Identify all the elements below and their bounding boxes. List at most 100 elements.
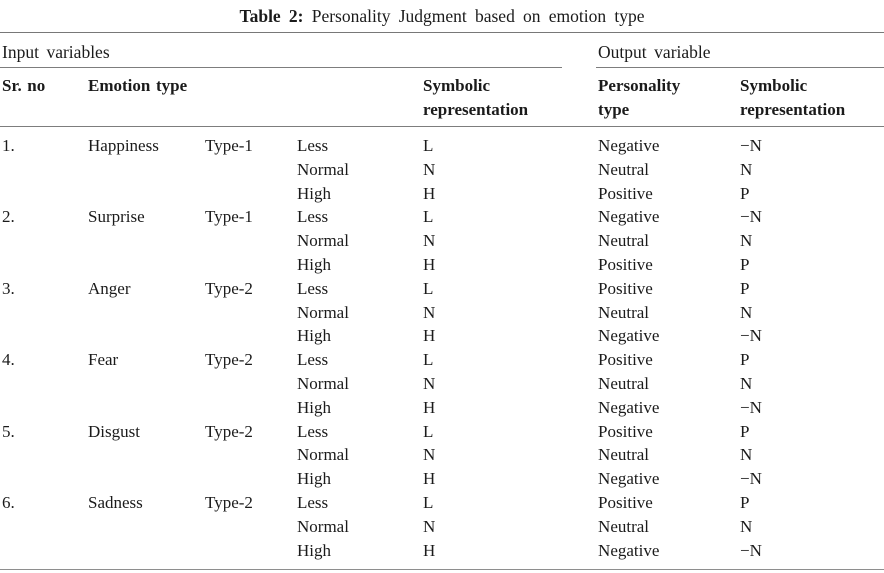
personality-judgment-table: Input variables Output variable Sr. no E… — [0, 32, 884, 571]
sr-no-cell: 4. — [2, 350, 15, 370]
level-cell: Normal — [297, 373, 349, 393]
sr-no-cell — [0, 396, 86, 420]
emotion-cell: Fear — [88, 350, 119, 370]
sr-no-cell — [0, 372, 86, 396]
output-variable-group-cell: Output variable — [596, 33, 884, 68]
personality-symbol-cell: −N — [740, 397, 762, 417]
emotion-type-cell — [203, 467, 295, 491]
emotion-type-cell: Type-2 — [205, 421, 253, 441]
personality-cell: Positive — [598, 350, 653, 370]
output-variable-group-header: Output variable — [596, 39, 884, 68]
level-cell: Less — [297, 492, 329, 512]
personality-symbol-cell: −N — [740, 326, 762, 346]
sr-no-cell — [0, 324, 86, 348]
level-cell: High — [297, 254, 331, 274]
emotion-cell — [86, 443, 203, 467]
symbol-cell: L — [423, 136, 434, 155]
level-cell: High — [297, 540, 331, 560]
symbol-cell: H — [423, 540, 436, 560]
table-row: High H Negative −N — [0, 396, 884, 420]
personality-symbol-cell: P — [740, 183, 750, 203]
personality-symbol-cell: P — [740, 492, 750, 512]
emotion-type-cell: Type-1 — [205, 136, 253, 155]
emotion-type-cell: Type-1 — [205, 207, 253, 227]
emotion-type-cell — [203, 372, 295, 396]
personality-symbol-cell: P — [740, 278, 750, 298]
column-header-level-spacer — [295, 68, 421, 127]
sr-no-cell — [0, 539, 86, 570]
personality-cell: Negative — [598, 540, 660, 560]
table-row: Normal N Neutral N — [0, 443, 884, 467]
personality-cell: Positive — [598, 421, 653, 441]
symbol-cell: N — [423, 302, 436, 322]
emotion-type-cell — [203, 324, 295, 348]
symbol-cell: L — [423, 207, 434, 227]
emotion-type-cell: Type-2 — [205, 350, 253, 370]
emotion-cell — [86, 396, 203, 420]
level-cell: Less — [297, 350, 329, 370]
personality-symbol-cell: N — [740, 302, 753, 322]
input-variables-group-header: Input variables — [0, 39, 563, 68]
column-header-symbolic-representation-output: Symbolic representation — [738, 68, 884, 127]
sr-no-cell — [0, 443, 86, 467]
personality-cell: Neutral — [598, 231, 650, 251]
column-header-personality-type: Personality type — [596, 68, 739, 127]
symbol-cell: H — [423, 397, 436, 417]
table-caption-text: Personality Judgment based on emotion ty… — [303, 6, 645, 26]
column-header-type-spacer — [203, 68, 295, 127]
symbol-cell: N — [423, 373, 436, 393]
emotion-type-cell — [203, 301, 295, 325]
table-row: 4. Fear Type-2 Less L Positive P — [0, 348, 884, 372]
personality-symbol-cell: −N — [740, 469, 762, 489]
symbol-cell: H — [423, 183, 436, 203]
sr-no-cell — [0, 158, 86, 182]
personality-cell: Negative — [598, 397, 660, 417]
table-row: High H Negative −N — [0, 539, 884, 570]
symbol-cell: L — [423, 350, 434, 370]
personality-symbol-cell: P — [740, 350, 750, 370]
personality-cell: Negative — [598, 326, 660, 346]
table-body: 1. Happiness Type-1 Less L Negative −N Normal N N… — [0, 127, 884, 570]
emotion-cell — [86, 182, 203, 206]
column-header-sr-no: Sr. no — [0, 68, 86, 127]
symbol-cell: H — [423, 254, 436, 274]
sr-no-cell: 1. — [2, 136, 15, 155]
level-cell: Normal — [297, 445, 349, 465]
emotion-cell — [86, 539, 203, 570]
personality-cell: Negative — [598, 207, 660, 227]
personality-cell: Positive — [598, 254, 653, 274]
level-cell: High — [297, 469, 331, 489]
table-row: 3. Anger Type-2 Less L Positive P — [0, 277, 884, 301]
personality-cell: Positive — [598, 183, 653, 203]
emotion-type-cell — [203, 158, 295, 182]
table-head: Input variables Output variable Sr. no E… — [0, 33, 884, 127]
symbol-cell: H — [423, 469, 436, 489]
column-header-row: Sr. no Emotion type Symbolic representat… — [0, 68, 884, 127]
sr-no-cell: 6. — [2, 492, 15, 512]
emotion-type-cell — [203, 515, 295, 539]
emotion-type-cell — [203, 443, 295, 467]
sr-no-cell — [0, 515, 86, 539]
personality-cell: Positive — [598, 492, 653, 512]
level-cell: Less — [297, 278, 329, 298]
table-row: 5. Disgust Type-2 Less L Positive P — [0, 420, 884, 444]
table-row: High H Positive P — [0, 253, 884, 277]
emotion-cell — [86, 229, 203, 253]
personality-cell: Neutral — [598, 159, 650, 179]
emotion-type-cell — [203, 229, 295, 253]
sr-no-cell — [0, 467, 86, 491]
level-cell: Normal — [297, 159, 349, 179]
emotion-type-cell — [203, 396, 295, 420]
sr-no-cell — [0, 301, 86, 325]
emotion-cell — [86, 301, 203, 325]
personality-symbol-cell: N — [740, 445, 753, 465]
column-header-symbolic-representation-input: Symbolic representation — [421, 68, 597, 127]
emotion-cell: Disgust — [88, 421, 140, 441]
emotion-cell — [86, 372, 203, 396]
column-header-emotion-type: Emotion type — [86, 68, 203, 127]
emotion-cell — [86, 158, 203, 182]
personality-cell: Neutral — [598, 302, 650, 322]
emotion-cell — [86, 515, 203, 539]
personality-symbol-cell: N — [740, 159, 753, 179]
